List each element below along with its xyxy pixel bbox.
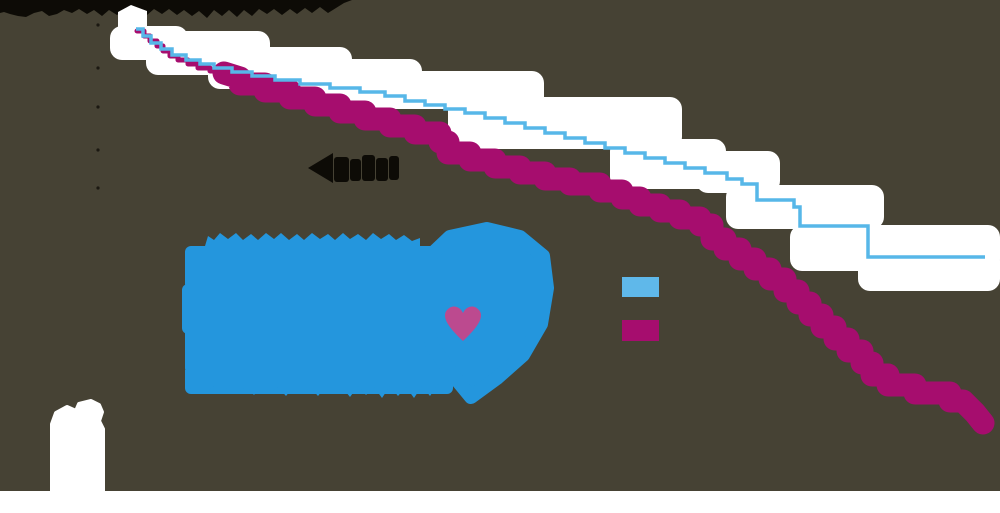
axis-tick-remnants <box>96 23 100 190</box>
legend <box>622 277 659 341</box>
heart-icon <box>444 306 482 341</box>
bottom-axis-area <box>0 491 1000 513</box>
cropped-title-text <box>0 0 352 18</box>
median-annotation-arrow-icon <box>308 153 399 183</box>
callout-text-block <box>182 233 454 398</box>
location-pin-icon <box>416 222 554 404</box>
bottom-left-axis-remnant <box>50 399 105 493</box>
km-curve-blue <box>136 27 985 259</box>
